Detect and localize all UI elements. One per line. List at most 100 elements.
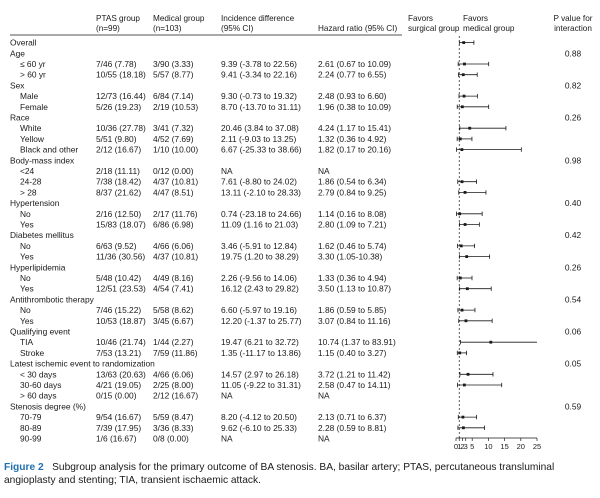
axis-tick-label: 5 bbox=[470, 442, 474, 451]
table-row: Stroke 7/53 (13.21) 7/59 (11.86) 1.35 (-11.… bbox=[20, 348, 387, 358]
hazard-ratio-point bbox=[461, 73, 465, 77]
axis-tick-label: 0 bbox=[454, 442, 458, 451]
axis-tick-label: 20 bbox=[517, 442, 525, 451]
table-row: Latest ischemic event to randomization 0.… bbox=[10, 359, 581, 369]
medical-events: 1/10 (10.00) bbox=[153, 145, 198, 155]
hazard-ratio-point bbox=[463, 191, 467, 194]
row-label: Latest ischemic event to randomization bbox=[10, 359, 155, 369]
ptas-header-line1: PTAS group bbox=[96, 14, 140, 23]
row-label: No bbox=[20, 305, 31, 315]
incidence-difference: 8.20 (-4.12 to 20.50) bbox=[221, 412, 297, 422]
hazard-ratio-text: 2.13 (0.71 to 6.37) bbox=[318, 412, 387, 422]
incidence-difference: 19.75 (1.20 to 38.29) bbox=[221, 252, 299, 262]
table-row: < 30 days 13/63 (20.63) 4/66 (6.06) 14.57 (… bbox=[20, 369, 391, 379]
table-row: Yellow 5/51 (9.80) 4/52 (7.69) 2.11 (-9.03 … bbox=[20, 134, 387, 144]
table-row: TIA 10/46 (21.74) 1/44 (2.27) 19.47 (6.21 t… bbox=[20, 337, 396, 347]
medical-events: 4/66 (6.06) bbox=[153, 369, 194, 379]
table-row: Sex 0.82 bbox=[10, 80, 581, 90]
hazard-ratio-point bbox=[465, 287, 469, 291]
p-value: 0.82 bbox=[565, 80, 582, 90]
incidence-difference: 9.62 (-6.10 to 25.33) bbox=[221, 423, 297, 433]
incidence-difference: 2.26 (-9.56 to 14.06) bbox=[221, 273, 297, 283]
ptas-events: 13/63 (20.63) bbox=[96, 369, 146, 379]
ptas-events: 7/46 (15.22) bbox=[96, 305, 141, 315]
row-label: Female bbox=[20, 102, 48, 112]
ptas-events: 10/36 (27.78) bbox=[96, 123, 146, 133]
p-value: 0.06 bbox=[565, 327, 582, 337]
ptas-events: 6/63 (9.52) bbox=[96, 241, 137, 251]
table-row: ≤ 60 yr 7/46 (7.78) 3/90 (3.33) 9.39 (-3.78… bbox=[20, 59, 391, 69]
p-value: 0.26 bbox=[565, 262, 582, 272]
p-value: 0.42 bbox=[565, 230, 582, 240]
ptas-events: 2/12 (16.67) bbox=[96, 145, 141, 155]
medical-events: 3/90 (3.33) bbox=[153, 59, 194, 69]
hazard-ratio-text: 1.14 (0.16 to 8.08) bbox=[318, 209, 387, 219]
medical-events: 4/52 (7.69) bbox=[153, 134, 194, 144]
ptas-events: 10/55 (18.18) bbox=[96, 70, 146, 80]
medical-events: 4/47 (8.51) bbox=[153, 187, 194, 197]
ptas-events: 7/38 (18.42) bbox=[96, 177, 141, 187]
hazard-ratio-text: 1.15 (0.40 to 3.27) bbox=[318, 348, 387, 358]
hazard-ratio-text: NA bbox=[318, 166, 330, 176]
row-label: Age bbox=[10, 48, 25, 58]
hazard-ratio-point bbox=[464, 319, 468, 323]
hazard-ratio-point bbox=[459, 244, 463, 248]
hazard-ratio-text: NA bbox=[318, 391, 330, 401]
table-row: Antithrombotic therapy 0.54 bbox=[10, 294, 581, 304]
table-row: No 6/63 (9.52) 4/66 (6.06) 3.46 (-5.91 to 1… bbox=[20, 241, 387, 251]
medical-events: 6/86 (6.98) bbox=[153, 220, 194, 230]
ptas-events: 5/48 (10.42) bbox=[96, 273, 141, 283]
axis-tick-label: 2 bbox=[460, 442, 464, 451]
hazard-ratio-text: 2.80 (1.09 to 7.21) bbox=[318, 220, 387, 230]
row-label: White bbox=[20, 123, 42, 133]
row-label: Body-mass index bbox=[10, 155, 75, 165]
hazard-ratio-text: 2.28 (0.59 to 8.81) bbox=[318, 423, 387, 433]
hazard-ratio-text: 2.48 (0.93 to 6.60) bbox=[318, 91, 387, 101]
row-label: 80-89 bbox=[20, 423, 42, 433]
hazard-ratio-point bbox=[458, 212, 462, 216]
ptas-header-line2: (n=99) bbox=[96, 24, 120, 33]
table-row: Stenosis degree (%) 0.59 bbox=[10, 401, 581, 411]
axis-tick-label: 10 bbox=[484, 442, 492, 451]
medical-events: 0/8 (0.00) bbox=[153, 434, 189, 444]
p-value: 0.98 bbox=[565, 155, 582, 165]
hazard-ratio-point bbox=[465, 255, 469, 258]
table-row: 24-28 7/38 (18.42) 4/37 (10.81) 7.61 (-8.80… bbox=[20, 177, 387, 187]
incidence-difference: 14.57 (2.97 to 26.18) bbox=[221, 369, 299, 379]
axis-tick-label: 15 bbox=[500, 442, 508, 451]
incidence-difference: 11.09 (1.16 to 21.03) bbox=[221, 220, 298, 230]
ptas-events: 12/51 (23.53) bbox=[96, 284, 146, 294]
forest-plot-figure: PTAS group (n=99) Medical group (n=103) … bbox=[10, 14, 593, 451]
incidence-difference: 9.30 (-0.73 to 19.32) bbox=[221, 91, 297, 101]
medical-events: 3/45 (6.67) bbox=[153, 316, 194, 326]
table-row: Overall bbox=[10, 38, 37, 48]
incidence-difference: 7.61 (-8.80 to 24.02) bbox=[221, 177, 297, 187]
hazard-ratio-point bbox=[458, 351, 462, 355]
table-row: Qualifying event 0.06 bbox=[10, 327, 581, 337]
hazard-ratio-text: 1.96 (0.38 to 10.09) bbox=[318, 102, 391, 112]
hazard-ratio-point bbox=[460, 148, 464, 151]
row-label: < 30 days bbox=[20, 369, 57, 379]
hazard-ratio-point bbox=[461, 415, 465, 419]
incidence-difference: 20.46 (3.84 to 37.08) bbox=[221, 123, 299, 133]
ptas-events: 12/73 (16.44) bbox=[96, 91, 146, 101]
incidence-difference: 13.11 (-2.10 to 28.33) bbox=[221, 187, 301, 197]
medical-events: 2/17 (11.76) bbox=[153, 209, 198, 219]
axis-tick-label: 25 bbox=[533, 442, 541, 451]
row-label: > 60 days bbox=[20, 391, 57, 401]
medical-events: 0/12 (0.00) bbox=[153, 166, 194, 176]
hazard-ratio-point bbox=[463, 223, 467, 226]
row-label: Qualifying event bbox=[10, 327, 71, 337]
table-header: PTAS group (n=99) Medical group (n=103) … bbox=[96, 14, 593, 33]
table-row: Yes 12/51 (23.53) 4/54 (7.41) 16.12 (2.43 t… bbox=[20, 284, 391, 294]
row-label: 24-28 bbox=[20, 177, 42, 187]
medical-events: 2/19 (10.53) bbox=[153, 102, 198, 112]
table-row: Yes 15/83 (18.07) 6/86 (6.98) 11.09 (1.16 t… bbox=[20, 220, 387, 230]
hazard-ratio-text: 3.72 (1.21 to 11.42) bbox=[318, 369, 391, 379]
row-label: 70-79 bbox=[20, 412, 42, 422]
row-label: No bbox=[20, 209, 31, 219]
hazard-ratio-point bbox=[463, 62, 466, 66]
hazard-ratio-text: 1.86 (0.59 to 5.85) bbox=[318, 305, 387, 315]
row-label: Antithrombotic therapy bbox=[10, 294, 95, 304]
axis-tick-label: 3 bbox=[464, 442, 468, 451]
